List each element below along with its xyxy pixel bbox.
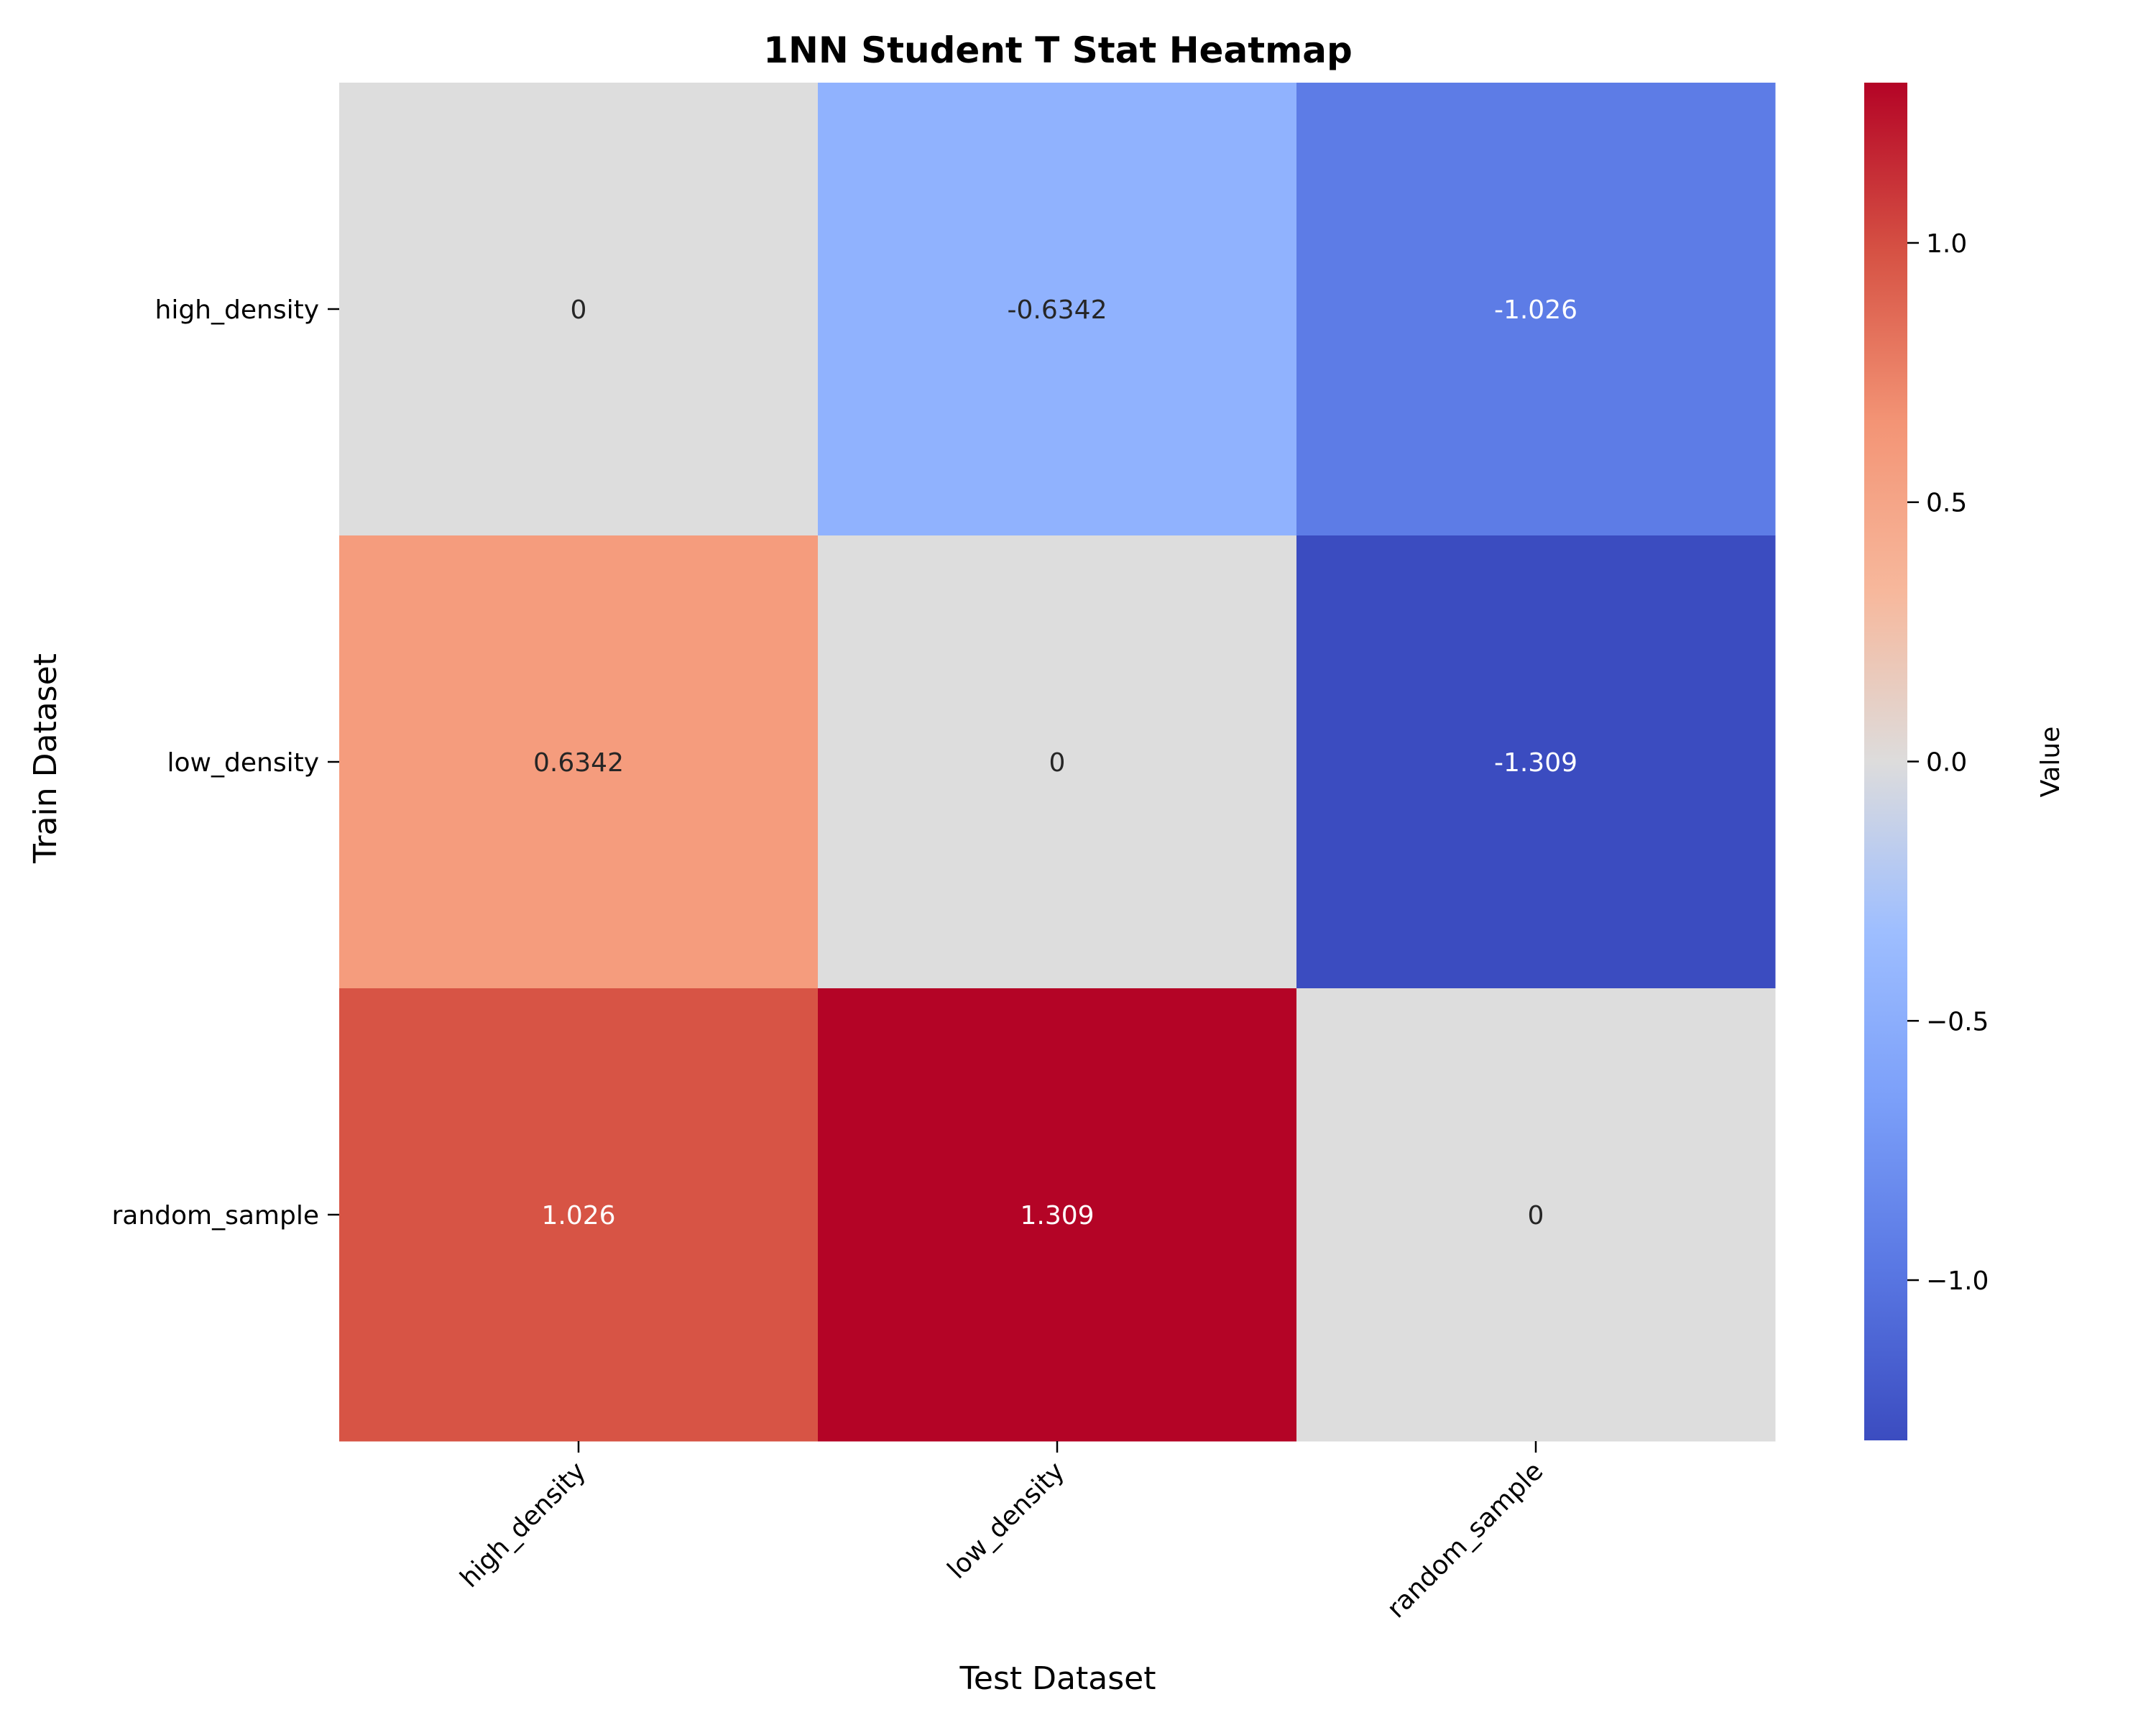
y-tick-label: high_density — [155, 295, 319, 325]
y-axis-ticks: high_density low_density random_sample — [111, 295, 339, 1230]
y-axis-label: Train Dataset — [27, 653, 64, 864]
colorbar-tick-label: 1.0 — [1926, 229, 1967, 259]
x-tick-label: random_sample — [1381, 1456, 1549, 1624]
cell-value-label-1-0: 0.6342 — [533, 748, 624, 778]
cell-value-label-0-1: -0.6342 — [1008, 295, 1107, 325]
cell-value-label-1-1: 0 — [1049, 748, 1066, 778]
x-axis-ticks: high_density low_density random_sample — [455, 1441, 1549, 1624]
y-tick-label: low_density — [167, 748, 319, 778]
y-tick-label: random_sample — [111, 1201, 319, 1230]
cell-value-label-2-2: 0 — [1528, 1201, 1544, 1230]
heatmap-cell-1-0 — [339, 535, 819, 989]
cell-value-label-0-0: 0 — [571, 295, 587, 325]
heatmap-cell-1-1 — [818, 535, 1297, 989]
heatmap-cell-0-1 — [818, 83, 1297, 536]
x-tick-label: low_density — [942, 1456, 1071, 1585]
heatmap-cell-labels: 0 -0.6342 -1.026 0.6342 0 -1.309 1.026 1.309 0 — [533, 295, 1577, 1230]
heatmap-cell-1-2 — [1296, 535, 1776, 989]
heatmap-cell-2-0 — [339, 988, 819, 1442]
colorbar — [1864, 83, 1907, 1440]
heatmap-cell-0-0 — [339, 83, 819, 536]
heatmap-cell-2-1 — [818, 988, 1297, 1442]
cell-value-label-1-2: -1.309 — [1494, 748, 1577, 778]
colorbar-tick-label: 0.5 — [1926, 489, 1967, 518]
heatmap-cells — [339, 83, 1776, 1442]
colorbar-ticks: 1.0 0.5 0.0 −0.5 −1.0 — [1907, 229, 1989, 1296]
cell-value-label-2-1: 1.309 — [1020, 1201, 1094, 1230]
x-tick-label: high_density — [455, 1456, 592, 1593]
chart-title: 1NN Student T Stat Heatmap — [763, 29, 1353, 71]
cell-value-label-2-0: 1.026 — [541, 1201, 615, 1230]
cell-value-label-0-2: -1.026 — [1494, 295, 1577, 325]
colorbar-tick-label: −0.5 — [1926, 1007, 1989, 1036]
colorbar-tick-label: 0.0 — [1926, 748, 1967, 778]
heatmap-cell-2-2 — [1296, 988, 1776, 1442]
colorbar-label: Value — [2036, 727, 2065, 798]
x-axis-label: Test Dataset — [959, 1660, 1156, 1697]
colorbar-tick-label: −1.0 — [1926, 1266, 1989, 1296]
heatmap-cell-0-2 — [1296, 83, 1776, 536]
